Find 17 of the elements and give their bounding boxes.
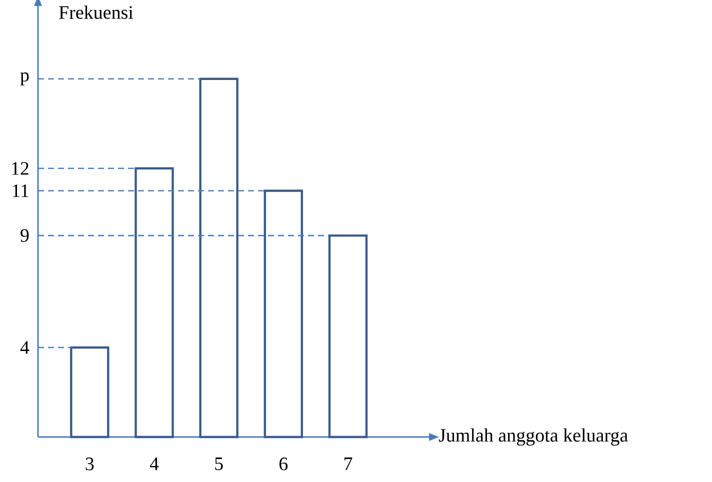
x-tick-label: 7	[344, 458, 352, 470]
y-tick-label: 11	[12, 184, 28, 198]
bar	[70, 346, 110, 438]
x-tick-label: 6	[279, 458, 288, 470]
x-axis-title: Jumlah anggota keluarga	[438, 428, 628, 446]
bar	[199, 78, 238, 438]
y-tick-label: 12	[12, 162, 28, 175]
bar	[134, 167, 174, 438]
y-tick-label: 9	[20, 229, 29, 242]
x-tick-label: 4	[150, 458, 159, 470]
x-tick-label: 3	[86, 458, 94, 470]
x-tick-label: 5	[215, 458, 223, 470]
y-tick-label: p	[20, 72, 29, 86]
y-tick-label: 4	[20, 341, 30, 354]
bar	[328, 234, 368, 438]
y-axis-title: Frekuensi	[59, 6, 134, 19]
bar	[264, 190, 304, 438]
